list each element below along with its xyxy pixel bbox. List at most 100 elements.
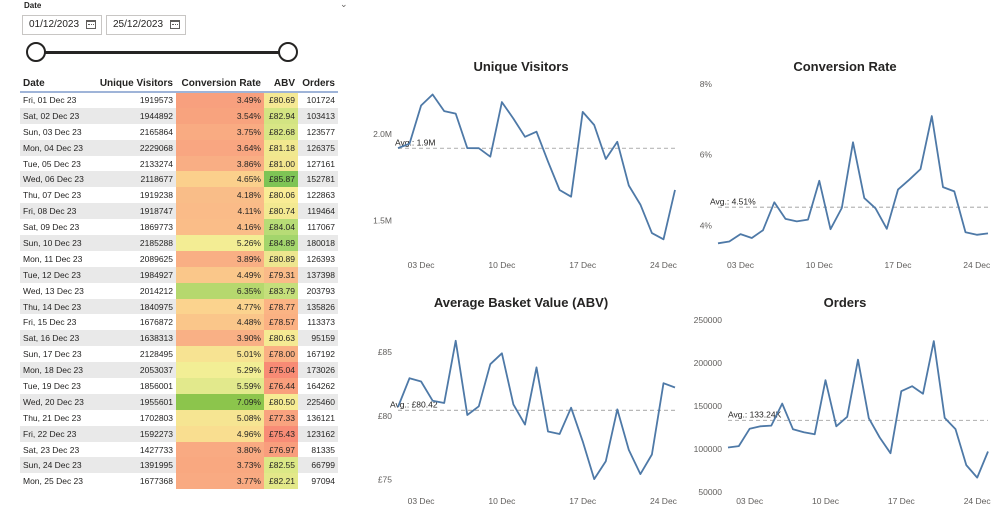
column-header-abv[interactable]: ABV [264,75,298,93]
slider-end-handle[interactable] [278,42,298,62]
table-row[interactable]: Thu, 21 Dec 23 1702803 5.08% £77.33 136121 [20,409,338,426]
data-point[interactable] [499,351,504,356]
data-point[interactable] [899,389,904,394]
data-point[interactable] [791,427,796,432]
data-point[interactable] [918,167,923,172]
data-point[interactable] [557,432,562,437]
series-line[interactable] [717,115,989,245]
data-point[interactable] [638,472,643,477]
data-point[interactable] [626,447,631,452]
data-point[interactable] [673,187,678,192]
data-point[interactable] [592,477,597,482]
data-point[interactable] [910,384,915,389]
table-row[interactable]: Fri, 08 Dec 23 1918747 4.11% £80.74 119464 [20,203,338,220]
data-point[interactable] [396,146,401,151]
table-row[interactable]: Tue, 05 Dec 23 2133274 3.86% £81.00 127161 [20,155,338,172]
data-point[interactable] [476,146,481,151]
data-point[interactable] [828,227,833,232]
table-row[interactable]: Mon, 18 Dec 23 2053037 5.29% £75.04 173026 [20,362,338,379]
series-line[interactable] [727,340,989,479]
table-row[interactable]: Sat, 16 Dec 23 1638313 3.90% £80.63 95159 [20,330,338,347]
data-point[interactable] [888,451,893,456]
chevron-down-icon[interactable]: ⌄ [340,0,348,9]
table-row[interactable]: Mon, 04 Dec 23 2229068 3.64% £81.18 126375 [20,139,338,156]
data-point[interactable] [534,129,539,134]
data-point[interactable] [862,196,867,201]
data-point[interactable] [780,401,785,406]
table-row[interactable]: Fri, 01 Dec 23 1919573 3.49% £80.69 101724 [20,92,338,108]
data-point[interactable] [952,189,957,194]
start-date-input[interactable]: 01/12/2023 [22,15,102,35]
data-point[interactable] [615,139,620,144]
data-point[interactable] [407,376,412,381]
calendar-icon[interactable] [86,20,96,29]
table-row[interactable]: Sun, 17 Dec 23 2128495 5.01% £78.00 167192 [20,346,338,363]
data-point[interactable] [834,424,839,429]
data-point[interactable] [511,402,516,407]
data-point[interactable] [974,232,979,237]
slider-start-handle[interactable] [26,42,46,62]
data-point[interactable] [761,228,766,233]
data-point[interactable] [929,114,934,119]
data-point[interactable] [430,92,435,97]
data-point[interactable] [896,187,901,192]
data-point[interactable] [736,444,741,449]
data-point[interactable] [851,140,856,145]
data-point[interactable] [975,475,980,480]
data-point[interactable] [396,404,401,409]
end-date-input[interactable]: 25/12/2023 [106,15,186,35]
data-point[interactable] [963,230,968,235]
data-point[interactable] [801,430,806,435]
data-point[interactable] [817,178,822,183]
column-header-conversion-rate[interactable]: Conversion Rate [176,75,264,93]
data-point[interactable] [546,429,551,434]
data-point[interactable] [476,404,481,409]
data-point[interactable] [499,100,504,105]
data-point[interactable] [794,219,799,224]
data-point[interactable] [615,407,620,412]
data-point[interactable] [942,415,947,420]
data-point[interactable] [580,109,585,114]
table-row[interactable]: Sun, 10 Dec 23 2185288 5.26% £84.89 180018 [20,235,338,251]
data-point[interactable] [557,188,562,193]
data-point[interactable] [649,452,654,457]
data-point[interactable] [592,122,597,127]
data-point[interactable] [430,398,435,403]
table-row[interactable]: Sat, 23 Dec 23 1427733 3.80% £76.97 81335 [20,441,338,458]
data-point[interactable] [569,194,574,199]
data-point[interactable] [453,338,458,343]
data-point[interactable] [661,237,666,242]
table-row[interactable]: Tue, 19 Dec 23 1856001 5.59% £76.44 164262 [20,378,338,394]
table-row[interactable]: Sat, 09 Dec 23 1869773 4.16% £84.04 117067 [20,219,338,236]
data-point[interactable] [772,200,777,205]
data-point[interactable] [747,426,752,431]
data-point[interactable] [931,339,936,344]
data-point[interactable] [534,365,539,370]
data-point[interactable] [603,157,608,162]
data-point[interactable] [727,239,732,244]
data-point[interactable] [419,103,424,108]
table-row[interactable]: Mon, 25 Dec 23 1677368 3.77% £82.21 97094 [20,473,338,490]
data-point[interactable] [716,241,721,246]
data-point[interactable] [873,206,878,211]
data-point[interactable] [407,141,412,146]
column-header-orders[interactable]: Orders [298,75,338,93]
data-point[interactable] [673,385,678,390]
data-point[interactable] [569,405,574,410]
data-point[interactable] [884,226,889,231]
data-point[interactable] [758,424,763,429]
date-range-slider[interactable] [36,51,290,54]
data-point[interactable] [419,379,424,384]
data-point[interactable] [866,416,871,421]
series-line[interactable] [397,93,676,241]
data-point[interactable] [726,445,731,450]
data-point[interactable] [649,231,654,236]
table-row[interactable]: Fri, 15 Dec 23 1676872 4.48% £78.57 113373 [20,314,338,331]
data-point[interactable] [823,378,828,383]
table-row[interactable]: Thu, 14 Dec 23 1840975 4.77% £78.77 135826 [20,298,338,315]
data-point[interactable] [638,202,643,207]
data-point[interactable] [986,449,991,454]
table-row[interactable]: Wed, 06 Dec 23 2118677 4.65% £85.87 152781 [20,171,338,188]
data-point[interactable] [921,391,926,396]
data-point[interactable] [603,459,608,464]
